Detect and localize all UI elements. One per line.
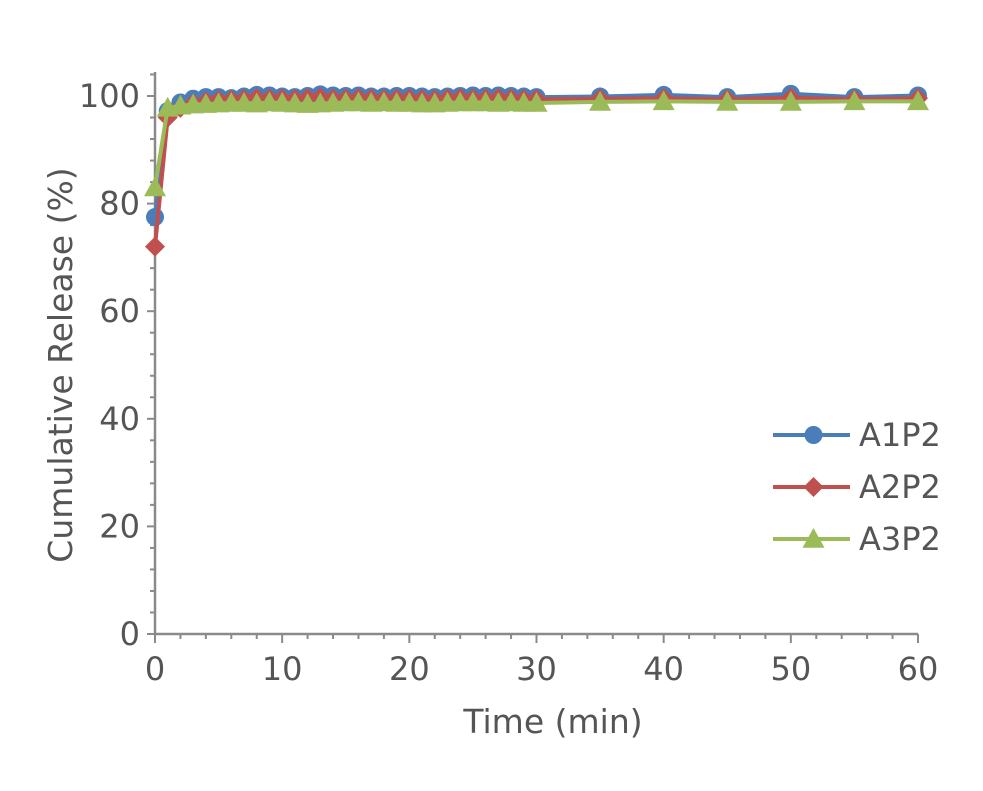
legend: A1P2 A2P2 A3P2: [773, 416, 941, 558]
legend-label: A2P2: [859, 468, 941, 506]
legend-label: A3P2: [859, 520, 941, 558]
legend-label: A1P2: [859, 416, 941, 454]
y-tick-label: 80: [99, 185, 140, 223]
data-point: [716, 90, 739, 111]
legend-item-A1P2: A1P2: [773, 416, 941, 454]
legend-marker: [803, 477, 824, 497]
x-tick-label: 10: [262, 650, 303, 688]
data-point: [779, 90, 802, 111]
data-point: [843, 90, 866, 111]
legend-marker: [802, 528, 825, 548]
axes: 0 20 40 60 80 100 0 10 20 30 40 50 60: [79, 72, 938, 688]
x-tick-label: 20: [389, 650, 430, 688]
x-tick-label: 30: [516, 650, 557, 688]
data-point: [145, 236, 165, 257]
y-axis-title: Cumulative Release (%): [41, 167, 80, 562]
data-point: [144, 176, 166, 197]
series-A3P2: [144, 90, 929, 197]
x-tick-label: 0: [145, 650, 165, 688]
legend-marker: [804, 426, 823, 444]
y-tick-label: 40: [99, 400, 140, 438]
legend-item-A2P2: A2P2: [773, 468, 941, 506]
x-tick-label: 60: [898, 650, 939, 688]
y-tick-label: 20: [99, 507, 140, 545]
plot-area: [144, 84, 929, 257]
x-tick-label: 50: [770, 650, 811, 688]
x-axis-title: Time (min): [462, 702, 642, 741]
data-point: [146, 208, 164, 227]
data-point: [589, 90, 612, 111]
series-line: [153, 91, 919, 218]
series-A2P2: [145, 87, 928, 257]
x-tick-label: 40: [643, 650, 684, 688]
series-line: [153, 95, 919, 247]
data-point: [652, 90, 675, 111]
legend-item-A3P2: A3P2: [773, 520, 941, 558]
y-tick-label: 100: [79, 77, 140, 115]
series-line: [153, 99, 918, 188]
data-point: [525, 91, 548, 112]
data-point: [907, 90, 929, 111]
y-tick-label: 60: [99, 292, 140, 330]
y-tick-label: 0: [120, 615, 140, 653]
